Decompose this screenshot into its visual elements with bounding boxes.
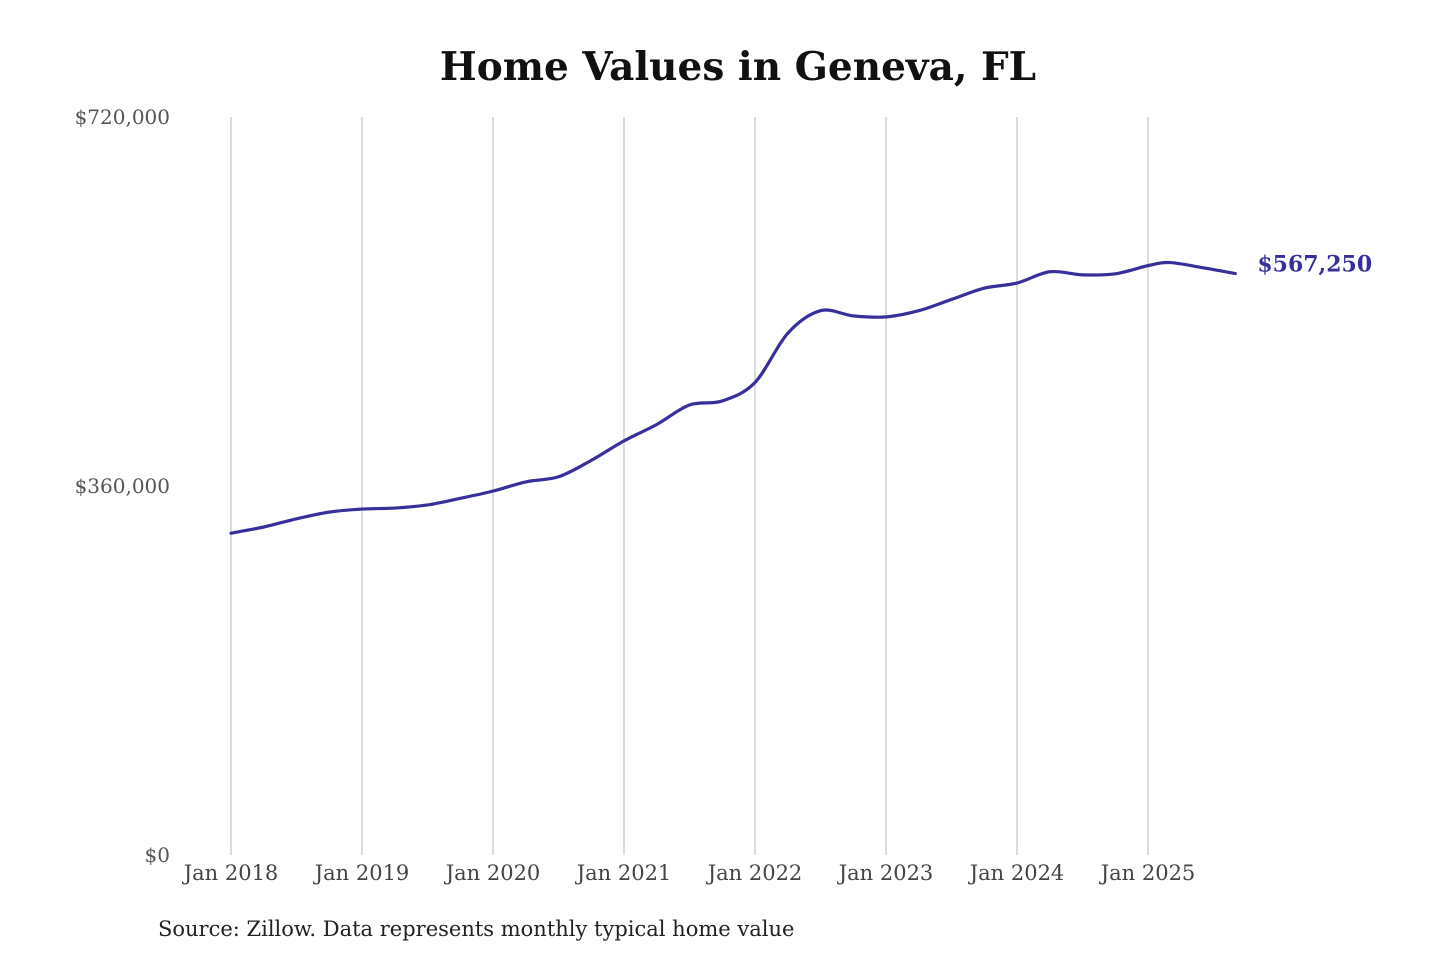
x-tick-label: Jan 2020 — [444, 861, 541, 885]
source-note: Source: Zillow. Data represents monthly … — [158, 917, 795, 941]
end-value-label: $567,250 — [1257, 252, 1372, 278]
x-tick-label: Jan 2025 — [1099, 861, 1196, 885]
y-tick-label: $360,000 — [75, 474, 170, 498]
x-tick-label: Jan 2019 — [313, 861, 410, 885]
x-tick-label: Jan 2022 — [706, 861, 803, 885]
x-tick-label: Jan 2021 — [575, 861, 672, 885]
x-tick-label: Jan 2024 — [968, 861, 1065, 885]
chart-title: Home Values in Geneva, FL — [439, 44, 1037, 90]
x-tick-label: Jan 2023 — [837, 861, 934, 885]
y-tick-label: $0 — [145, 843, 170, 867]
y-tick-label: $720,000 — [75, 105, 170, 129]
home-value-line — [229, 260, 1237, 535]
x-tick-label: Jan 2018 — [182, 861, 279, 885]
